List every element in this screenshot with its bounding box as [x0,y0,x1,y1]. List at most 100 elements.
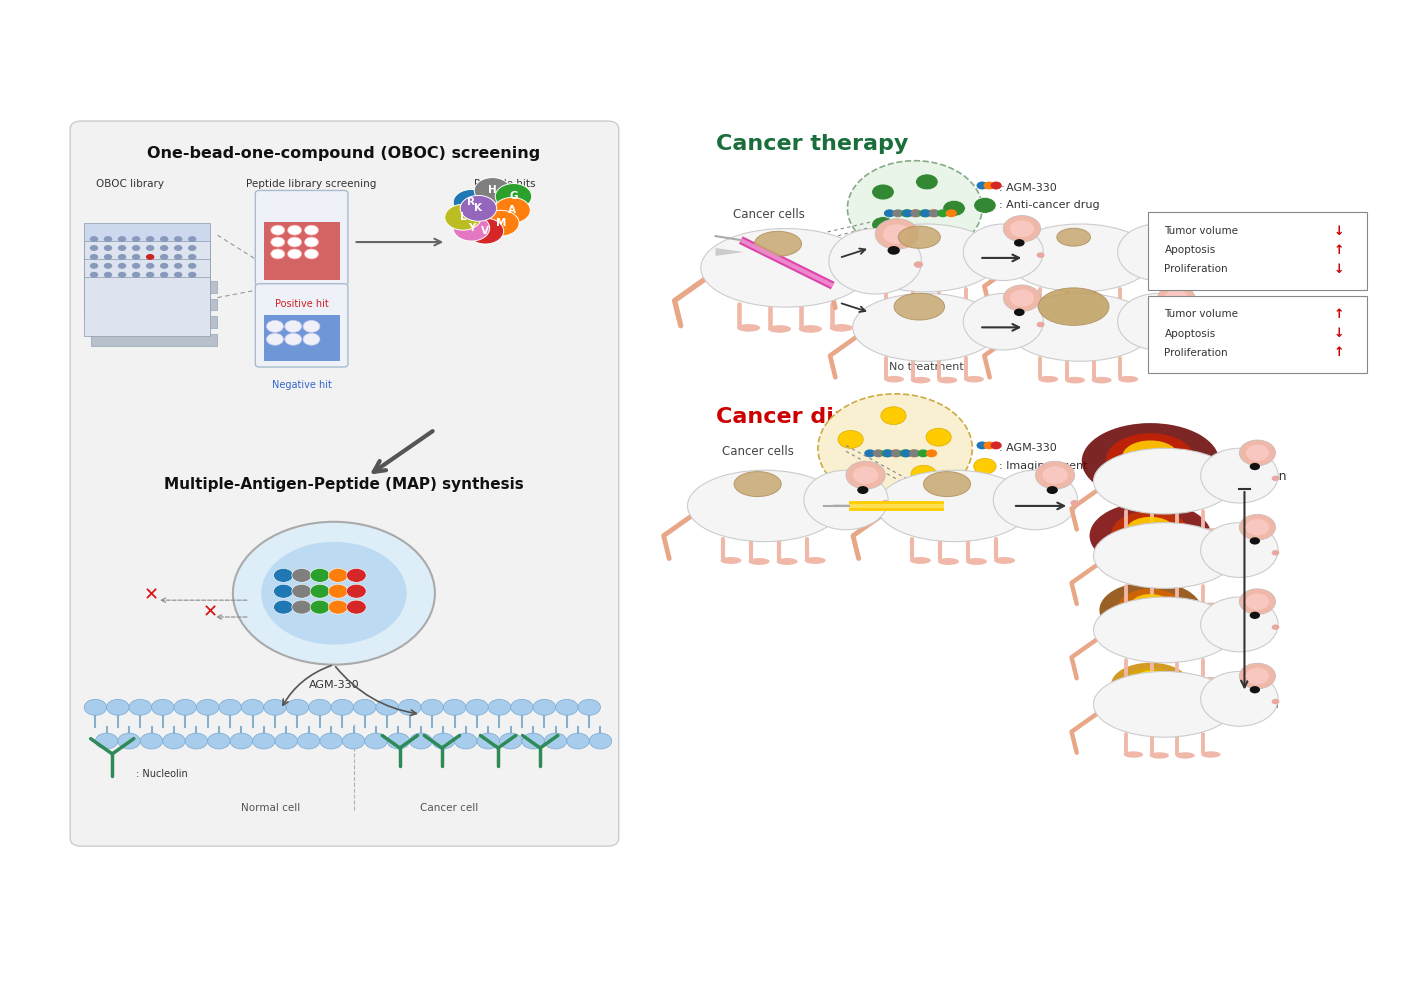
Ellipse shape [1201,602,1221,609]
Circle shape [304,249,318,259]
Circle shape [84,699,107,715]
FancyBboxPatch shape [70,121,619,846]
Circle shape [467,218,504,244]
Text: ✕: ✕ [203,603,217,621]
Circle shape [909,449,920,457]
Ellipse shape [1007,294,1153,361]
Circle shape [884,209,895,217]
Circle shape [984,182,995,189]
Text: Positive hit: Positive hit [275,299,328,309]
Circle shape [387,733,410,749]
Ellipse shape [734,471,781,497]
Text: Cancer diagnosis: Cancer diagnosis [716,407,930,427]
Ellipse shape [755,231,801,256]
Ellipse shape [1100,581,1201,639]
Circle shape [90,236,98,242]
Circle shape [241,699,264,715]
Circle shape [188,245,196,251]
Circle shape [152,699,174,715]
Ellipse shape [1124,677,1143,683]
Ellipse shape [1124,528,1143,535]
Circle shape [163,733,185,749]
Circle shape [882,449,894,457]
Circle shape [578,699,600,715]
Circle shape [1042,466,1068,484]
Circle shape [445,204,481,230]
Text: No treatment: No treatment [888,362,964,372]
Circle shape [347,584,366,598]
Circle shape [104,236,112,242]
Ellipse shape [798,325,822,332]
Circle shape [920,209,932,217]
Text: ↑: ↑ [1334,346,1344,359]
Ellipse shape [1093,523,1236,588]
FancyBboxPatch shape [1148,212,1367,290]
Bar [264,222,340,280]
Bar [84,241,210,301]
Circle shape [1250,612,1260,619]
Circle shape [993,470,1078,530]
Circle shape [304,237,318,247]
Circle shape [354,699,376,715]
Ellipse shape [964,376,984,383]
Circle shape [132,245,140,251]
Circle shape [984,441,995,449]
Text: : Anti-cancer drug: : Anti-cancer drug [999,200,1100,210]
Circle shape [432,733,455,749]
Circle shape [1169,309,1179,316]
Circle shape [818,394,972,503]
Circle shape [104,254,112,260]
Circle shape [347,600,366,614]
Circle shape [1157,215,1195,242]
Circle shape [267,333,283,345]
Circle shape [499,733,522,749]
Circle shape [443,699,466,715]
Circle shape [1070,500,1079,506]
Circle shape [1037,252,1045,258]
Circle shape [271,225,285,235]
Circle shape [347,568,366,582]
Circle shape [292,568,311,582]
Circle shape [146,272,154,278]
Circle shape [129,699,152,715]
Circle shape [95,733,118,749]
Ellipse shape [853,294,999,361]
Circle shape [1250,538,1260,545]
Circle shape [196,699,219,715]
Circle shape [881,500,890,506]
Ellipse shape [1149,603,1169,610]
Circle shape [589,733,612,749]
Circle shape [233,522,435,665]
Circle shape [943,200,965,216]
Circle shape [328,600,348,614]
Ellipse shape [1090,502,1211,569]
Text: A: A [508,205,516,215]
FancyBboxPatch shape [255,284,348,367]
Circle shape [288,237,302,247]
Circle shape [90,272,98,278]
Circle shape [1201,448,1278,503]
Circle shape [292,600,311,614]
FancyBboxPatch shape [255,190,348,286]
Circle shape [264,699,286,715]
Circle shape [1003,215,1041,242]
Ellipse shape [1176,603,1195,610]
Circle shape [261,542,407,645]
Text: : AGM-330: : AGM-330 [999,184,1056,193]
Circle shape [292,584,311,598]
Ellipse shape [1038,376,1058,383]
Circle shape [146,245,154,251]
Circle shape [288,225,302,235]
Circle shape [1239,440,1275,465]
Circle shape [974,458,996,474]
Circle shape [118,733,140,749]
Ellipse shape [1092,377,1111,384]
Circle shape [847,161,982,256]
Text: Apoptosis: Apoptosis [1164,328,1216,338]
Ellipse shape [1111,663,1190,706]
Text: Peptide library screening: Peptide library screening [247,179,376,188]
Ellipse shape [1093,672,1236,737]
Text: ↑: ↑ [1334,308,1344,321]
Circle shape [838,431,863,448]
Circle shape [976,182,988,189]
